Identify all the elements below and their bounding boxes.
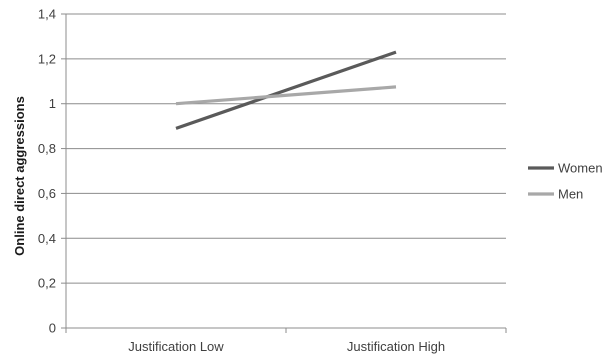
y-tick-label: 0,6 (38, 186, 56, 201)
y-tick-label: 1 (49, 96, 56, 111)
y-tick-label: 0 (49, 321, 56, 336)
axes (61, 13, 507, 333)
legend-label-women: Women (558, 161, 603, 176)
series-line-men (175, 85, 397, 106)
x-tick-label: Justification High (347, 339, 445, 354)
legend: Women Men (528, 161, 603, 202)
y-tick-label: 0,8 (38, 141, 56, 156)
y-tick-label: 0,2 (38, 276, 56, 291)
legend-label-men: Men (558, 187, 583, 202)
series-lines (175, 50, 397, 130)
y-tick-labels: 0 0,2 0,4 0,6 0,8 1 1,2 1,4 (38, 7, 56, 336)
y-tick-label: 0,4 (38, 231, 56, 246)
gridlines (66, 13, 506, 284)
x-tick-labels: Justification Low Justification High (128, 339, 445, 354)
x-tick-label: Justification Low (128, 339, 224, 354)
y-axis-title: Online direct aggressions (12, 96, 27, 256)
y-tick-label: 1,4 (38, 7, 56, 22)
series-line-women (175, 50, 397, 130)
y-tick-label: 1,2 (38, 51, 56, 66)
